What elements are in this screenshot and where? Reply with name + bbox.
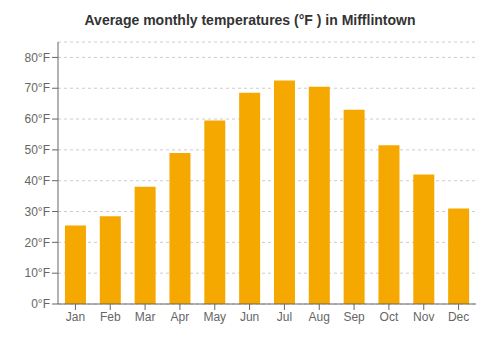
svg-text:20°F: 20°F — [25, 236, 50, 250]
svg-text:50°F: 50°F — [25, 143, 50, 157]
svg-text:Jun: Jun — [240, 310, 259, 324]
svg-text:Mar: Mar — [135, 310, 156, 324]
svg-text:Oct: Oct — [380, 310, 399, 324]
svg-text:70°F: 70°F — [25, 81, 50, 95]
svg-text:40°F: 40°F — [25, 174, 50, 188]
svg-text:Aug: Aug — [309, 310, 330, 324]
svg-text:Jul: Jul — [277, 310, 292, 324]
svg-text:Feb: Feb — [100, 310, 121, 324]
svg-text:60°F: 60°F — [25, 112, 50, 126]
svg-text:30°F: 30°F — [25, 205, 50, 219]
svg-text:Nov: Nov — [413, 310, 434, 324]
svg-text:May: May — [203, 310, 226, 324]
svg-text:Jan: Jan — [66, 310, 85, 324]
svg-text:Apr: Apr — [171, 310, 190, 324]
svg-text:0°F: 0°F — [31, 297, 50, 311]
svg-text:Sep: Sep — [343, 310, 365, 324]
svg-text:10°F: 10°F — [25, 266, 50, 280]
html-text:Average monthly temperatures (: Average monthly temperatures (°F ) in Mi… — [84, 12, 416, 28]
svg-text:80°F: 80°F — [25, 51, 50, 65]
svg-text:Dec: Dec — [448, 310, 469, 324]
